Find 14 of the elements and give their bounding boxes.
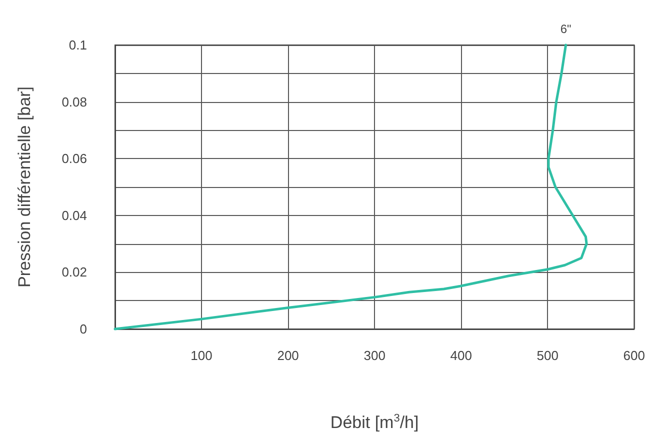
y-tick-label: 0 bbox=[80, 322, 87, 336]
x-tick-label: 600 bbox=[623, 348, 646, 363]
series-label: 6" bbox=[560, 22, 572, 36]
y-tick-label: 0.06 bbox=[62, 151, 87, 166]
x-tick-label: 300 bbox=[364, 348, 386, 363]
y-tick-label: 0.1 bbox=[68, 38, 87, 52]
y-axis-title: Pression différentielle [bar] bbox=[15, 86, 34, 288]
x-tick-label: 100 bbox=[190, 348, 212, 363]
x-tick-label: 400 bbox=[450, 348, 472, 363]
x-tick-label: 200 bbox=[277, 348, 299, 363]
x-tick-label: 500 bbox=[536, 348, 558, 363]
y-tick-label: 0.08 bbox=[62, 94, 87, 110]
y-tick-label: 0.04 bbox=[62, 208, 87, 223]
y-tick-label: 0.02 bbox=[62, 264, 87, 280]
